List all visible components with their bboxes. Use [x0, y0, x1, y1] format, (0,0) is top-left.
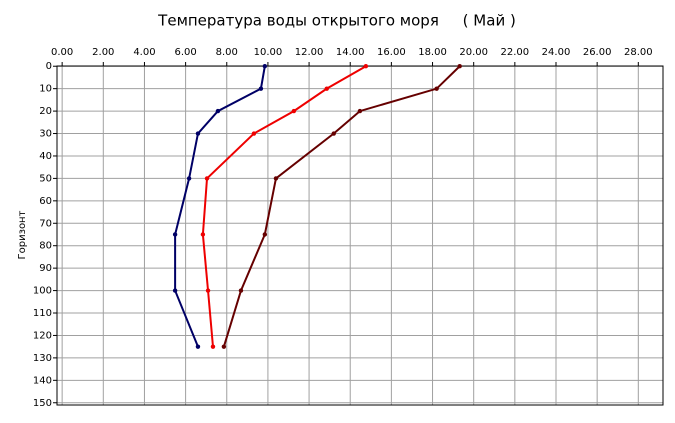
data-point — [434, 86, 439, 91]
data-point — [221, 344, 227, 349]
series-line — [174, 66, 266, 348]
data-point — [238, 288, 244, 293]
x-tick-label: 2.00 — [92, 47, 114, 58]
data-point — [291, 108, 297, 114]
x-tick-label: 28.00 — [624, 47, 653, 58]
data-point — [210, 344, 216, 349]
x-tick-label: 20.00 — [459, 47, 488, 58]
x-tick-label: 10.00 — [254, 47, 283, 58]
y-tick-label: 150 — [33, 398, 52, 409]
y-tick-label: 50 — [39, 173, 52, 184]
y-tick-label: 30 — [39, 129, 52, 140]
plot-frame — [56, 65, 664, 406]
x-tick-label: 16.00 — [377, 47, 406, 58]
series-line — [201, 65, 367, 347]
y-axis-label: Горизонт — [17, 210, 28, 259]
x-tick-label: 24.00 — [542, 47, 571, 58]
data-point — [251, 131, 257, 136]
data-point — [457, 64, 462, 69]
y-tick-label: 140 — [33, 375, 52, 386]
data-point — [273, 176, 279, 181]
x-tick-label: 12.00 — [295, 47, 324, 58]
y-tick-label: 90 — [39, 263, 52, 274]
data-point — [204, 176, 210, 181]
data-point — [324, 86, 329, 91]
data-point — [195, 131, 201, 136]
x-tick-label: 22.00 — [501, 47, 530, 58]
x-tick-label: 26.00 — [583, 47, 612, 58]
y-tick-label: 20 — [39, 106, 52, 117]
y-tick-label: 120 — [33, 330, 52, 341]
y-tick-label: 70 — [39, 218, 52, 229]
data-point — [195, 344, 201, 349]
data-point — [331, 131, 336, 136]
data-point — [200, 232, 206, 237]
y-tick-label: 130 — [33, 353, 52, 364]
y-tick-label: 10 — [39, 84, 52, 95]
data-point — [172, 232, 178, 237]
x-tick-label: 14.00 — [336, 47, 365, 58]
y-tick-label: 100 — [33, 286, 52, 297]
chart-title: Температура воды открытого моря ( Май ) — [157, 12, 516, 30]
data-point — [205, 288, 211, 293]
x-tick-label: 8.00 — [216, 47, 238, 58]
x-tick-label: 18.00 — [418, 47, 447, 58]
x-tick-label: 6.00 — [174, 47, 196, 58]
y-tick-label: 40 — [39, 151, 52, 162]
data-point — [363, 64, 369, 69]
data-point — [215, 108, 221, 114]
x-tick-label: 0.00 — [51, 47, 73, 58]
series-line — [222, 65, 461, 347]
x-tick-label: 4.00 — [133, 47, 155, 58]
data-point — [262, 64, 268, 69]
y-tick-label: 0 — [46, 61, 52, 72]
data-point — [186, 176, 192, 181]
data-point — [172, 288, 178, 293]
y-tick-label: 110 — [33, 308, 52, 319]
y-tick-label: 80 — [39, 241, 52, 252]
y-tick-label: 60 — [39, 196, 52, 207]
data-point — [262, 232, 268, 237]
data-point — [357, 108, 363, 114]
data-point — [258, 86, 264, 91]
